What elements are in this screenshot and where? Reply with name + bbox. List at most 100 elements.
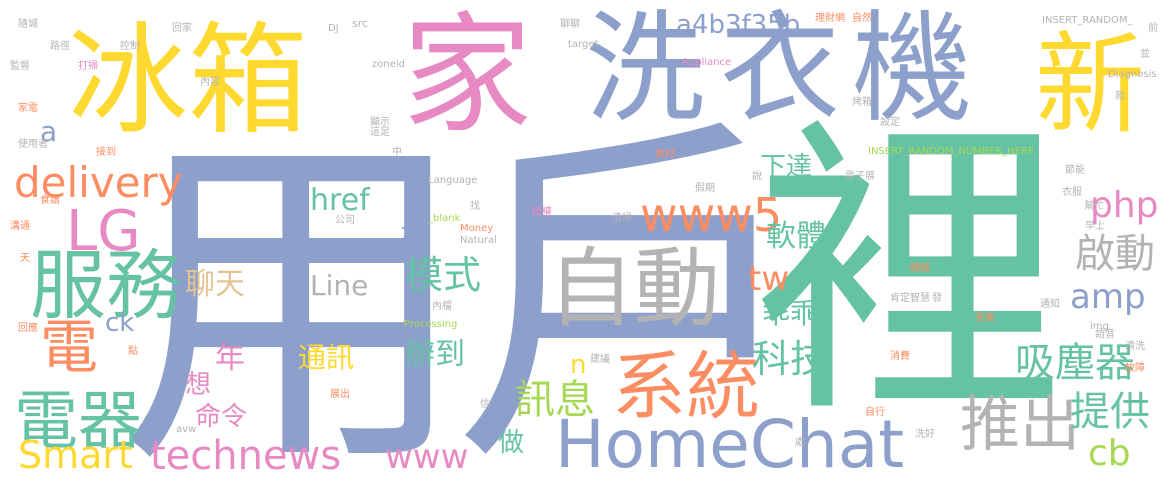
word-appliance: Appliance	[682, 57, 732, 68]
word-natural: Natural	[460, 235, 497, 246]
word-moshi: 模式	[405, 253, 482, 297]
word-yi: 衣	[720, 0, 840, 139]
word-xin-small: 信	[480, 399, 490, 410]
word-zhezu: 這足	[370, 127, 390, 138]
word-tongxun: 通訊	[298, 341, 355, 374]
word-yong: 用	[118, 101, 470, 482]
word-kaoxiang: 烤箱	[852, 97, 872, 108]
word-technews: technews	[150, 433, 342, 479]
word-xunxi: 訊息	[515, 377, 595, 423]
word-ji: 機	[852, 0, 972, 139]
word-chu: 處	[795, 437, 805, 448]
word-goutong: 溝通	[10, 221, 30, 232]
word-tongzhi: 通知	[1040, 299, 1060, 310]
word-tw: tw	[748, 259, 790, 299]
word-jiqi: 機器	[910, 263, 930, 274]
word-www: www	[385, 437, 469, 477]
word-href: href	[310, 183, 370, 218]
word-neidang: 內檔	[432, 301, 452, 312]
word-shouquan: 授權	[532, 207, 552, 218]
word-lg: LG	[66, 199, 141, 264]
word-zaoshang: 早上	[1085, 221, 1105, 232]
word-dian-small: 點	[128, 346, 138, 357]
word-xichenqi: 吸塵器	[1015, 340, 1135, 386]
word-licaiwang: 理財網	[815, 13, 845, 24]
word-xi: 洗	[585, 0, 705, 139]
word-huiying: 回應	[18, 323, 38, 334]
word-zuo: 做	[498, 428, 525, 458]
word-mingling: 命令	[195, 402, 248, 432]
word-ck: ck	[105, 308, 135, 338]
word-jieneng: 節能	[1065, 165, 1085, 176]
word-xiang: 想	[185, 370, 212, 400]
word-qian: 前	[1148, 23, 1158, 34]
word-dj: DJ	[328, 23, 339, 34]
word-a: a	[40, 115, 58, 148]
word-php: php	[1090, 185, 1159, 226]
word-delivery: delivery	[14, 158, 183, 207]
word-suicheng: 隨城	[18, 19, 38, 30]
word-yifu: 衣服	[1062, 187, 1082, 198]
word-smart: Smart	[18, 433, 133, 477]
word-amp: amp	[1070, 277, 1146, 317]
word-zhanchu: 展出	[330, 389, 350, 400]
word-jiedao: 接到	[96, 147, 116, 158]
word-fa: 發	[932, 293, 942, 304]
word-jianyi: 建議	[590, 354, 610, 365]
word-blank: _blank	[428, 213, 461, 224]
word-ruanti: 軟體	[766, 219, 826, 254]
word-qidong: 啟動	[1075, 231, 1155, 277]
word-xin: 新	[1035, 21, 1145, 149]
word-language: Language	[428, 175, 478, 186]
word-li: 裡	[755, 94, 1065, 455]
word-xihao: 洗好	[915, 429, 935, 440]
word-hu: 戶	[452, 90, 812, 482]
word-zhong: 中	[392, 147, 402, 158]
word-dian: 電	[40, 313, 99, 381]
word-guzhang: 故障	[1125, 363, 1145, 374]
word-insert-random-short: INSERT_RANDOM_	[1042, 15, 1133, 26]
word-sheding: 設定	[880, 117, 900, 128]
word-zoneid: zoneid	[372, 59, 405, 70]
word-jia: 家	[402, 0, 533, 151]
word-src: src	[352, 17, 369, 30]
word-tian: 天	[20, 253, 30, 264]
word-qingxi: 清洗	[1125, 341, 1145, 352]
word-neirong: 內容	[200, 77, 220, 88]
word-shi: 事	[400, 224, 427, 254]
word-shipu: 食譜	[40, 195, 60, 206]
word-bangmang: 幫忙	[1084, 201, 1104, 212]
word-kongzhi: 控制	[120, 41, 140, 52]
word-dianqi: 電器	[14, 385, 142, 459]
word-zhihui: 智慧	[910, 293, 930, 304]
word-xiada: 下達	[760, 152, 813, 182]
word-ziran: 自然	[852, 13, 872, 24]
word-liaotian: 聊天	[185, 267, 245, 302]
word-money: Money	[460, 223, 494, 234]
word-homechat: HomeChat	[555, 406, 905, 482]
word-guaiguai: 乖乖	[762, 297, 819, 330]
word-bing: 並	[1140, 49, 1150, 60]
word-bandao: 辦到	[405, 337, 465, 372]
word-avw: avw	[176, 424, 197, 435]
word-jiandu: 監督	[10, 61, 30, 72]
word-nian: 年	[215, 341, 245, 376]
word-daan: 答案	[975, 313, 995, 324]
word-tuichu: 推出	[960, 390, 1080, 460]
word-gongsi: 公司	[335, 215, 355, 226]
word-fuwu: 服務	[30, 241, 182, 330]
word-a4b3f35b: a4b3f35b	[676, 10, 801, 40]
word-keji: 科技	[752, 337, 829, 381]
word-qingsao: 清掃	[612, 213, 632, 224]
word-shuo: 說	[752, 171, 762, 182]
word-xitong: 系統	[612, 344, 760, 430]
word-huijia: 回家	[172, 23, 192, 34]
word-liaoliao: 聊聊	[560, 19, 580, 30]
word-cb: cb	[1088, 433, 1131, 474]
word-yuyin: 語音	[1095, 329, 1115, 340]
word-jiadian: 家電	[18, 103, 38, 114]
word-target: target	[568, 39, 599, 50]
word-bingxiang: 冰箱	[68, 12, 308, 151]
word-zhao: 找	[470, 201, 480, 212]
